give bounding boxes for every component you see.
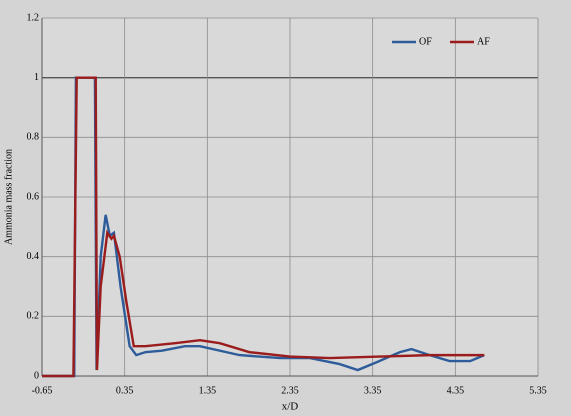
- legend-label: AF: [477, 36, 490, 47]
- x-tick-label: 5.35: [529, 385, 547, 396]
- y-tick-label: 0.8: [27, 132, 40, 143]
- x-axis-label: x/D: [282, 401, 299, 413]
- y-tick-label: 0.4: [27, 251, 40, 262]
- y-tick-label: 0.2: [27, 311, 40, 322]
- x-tick-label: 0.35: [116, 385, 134, 396]
- x-tick-label: 4.35: [447, 385, 465, 396]
- line: [42, 76, 485, 378]
- y-tick-label: 0.6: [27, 191, 40, 202]
- y-tick-label: 1.2: [27, 12, 40, 23]
- x-tick-label: 1.35: [199, 385, 217, 396]
- x-tick-label: 2.35: [281, 385, 299, 396]
- x-tick-label: -0.65: [32, 385, 53, 396]
- y-tick-label: 0: [34, 370, 39, 381]
- legend-label: OF: [419, 36, 432, 47]
- y-axis-label: Ammonia mass fraction: [3, 149, 14, 245]
- x-tick-label: 3.35: [364, 385, 382, 396]
- y-tick-label: 1: [34, 72, 39, 83]
